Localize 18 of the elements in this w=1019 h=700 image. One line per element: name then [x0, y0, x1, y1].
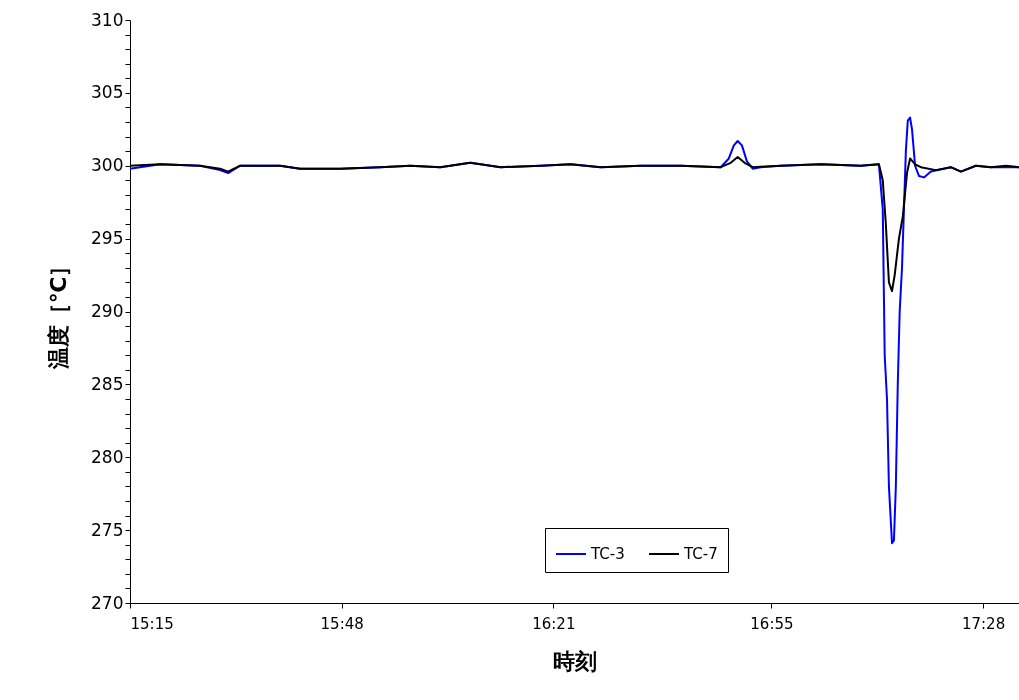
- x-tick-label: 15:48: [320, 614, 364, 633]
- x-axis-title: 時刻: [553, 648, 597, 674]
- y-tick-label: 290: [91, 301, 124, 321]
- x-tick-label: 15:15: [130, 614, 174, 633]
- y-tick-label: 270: [91, 592, 124, 613]
- y-tick-label: 305: [91, 82, 124, 103]
- y-tick-label: 275: [91, 519, 124, 540]
- y-tick-label: 295: [91, 228, 124, 249]
- x-tick-label: 17:28: [961, 614, 1006, 633]
- y-tick-label: 285: [91, 373, 124, 394]
- x-tick-label: 16:21: [532, 614, 576, 633]
- y-tick-label: 310: [91, 9, 124, 30]
- y-tick-label: 300: [91, 155, 124, 176]
- y-axis-title: 温度［℃］: [46, 254, 72, 371]
- y-tick-label: 280: [91, 446, 124, 467]
- legend-label: TC-7: [683, 545, 718, 563]
- legend-label: TC-3: [590, 545, 625, 563]
- x-tick-label: 16:55: [750, 614, 794, 633]
